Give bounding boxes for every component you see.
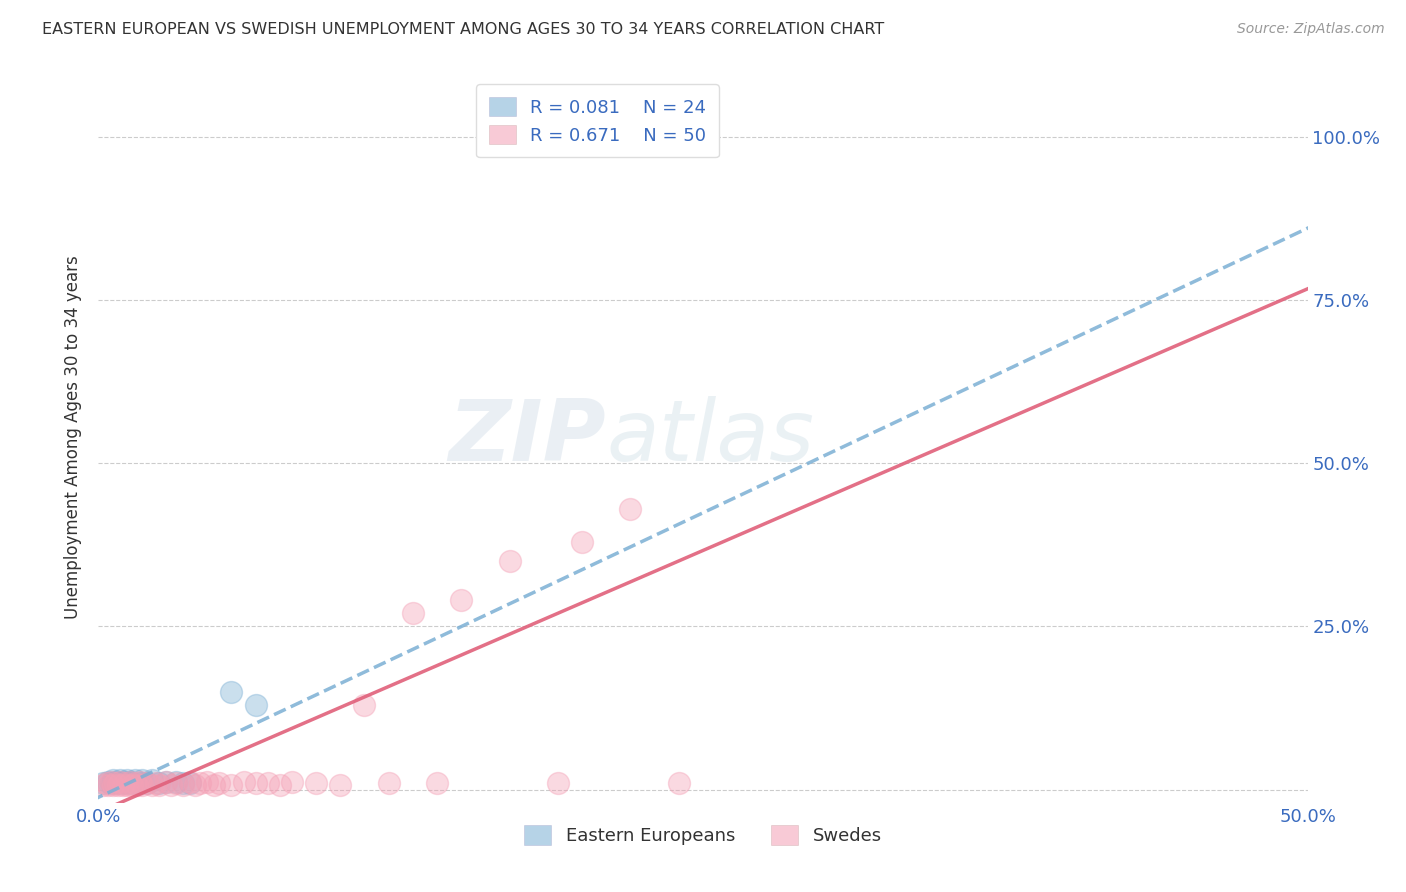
Point <box>145 776 167 790</box>
Point <box>111 778 134 792</box>
Point <box>94 776 117 790</box>
Point <box>165 775 187 789</box>
Point <box>245 698 267 712</box>
Point <box>547 129 569 144</box>
Point <box>131 778 153 792</box>
Point <box>148 778 170 792</box>
Point <box>128 776 150 790</box>
Point <box>135 776 157 790</box>
Y-axis label: Unemployment Among Ages 30 to 34 years: Unemployment Among Ages 30 to 34 years <box>65 255 83 619</box>
Point <box>619 502 641 516</box>
Point <box>571 534 593 549</box>
Point <box>100 776 122 790</box>
Point <box>127 778 149 792</box>
Point <box>269 778 291 792</box>
Point <box>104 776 127 790</box>
Point <box>97 775 120 789</box>
Point <box>450 593 472 607</box>
Point <box>155 775 177 789</box>
Point <box>165 776 187 790</box>
Point <box>135 776 157 790</box>
Point <box>97 778 120 792</box>
Point <box>377 776 399 790</box>
Point <box>155 775 177 789</box>
Point <box>305 776 328 790</box>
Point <box>104 775 127 789</box>
Point <box>245 776 267 790</box>
Point <box>131 772 153 787</box>
Point <box>188 776 211 790</box>
Point <box>179 776 201 790</box>
Point <box>114 776 136 790</box>
Point <box>107 776 129 790</box>
Point <box>172 778 194 792</box>
Point <box>121 776 143 790</box>
Point <box>117 772 139 787</box>
Point <box>111 775 134 789</box>
Point <box>160 778 183 792</box>
Point <box>117 778 139 792</box>
Text: Source: ZipAtlas.com: Source: ZipAtlas.com <box>1237 22 1385 37</box>
Point <box>221 778 243 792</box>
Text: atlas: atlas <box>606 395 814 479</box>
Point <box>107 778 129 792</box>
Point <box>402 607 425 621</box>
Point <box>232 775 254 789</box>
Point <box>108 775 131 789</box>
Point <box>281 775 304 789</box>
Point <box>100 775 122 789</box>
Point <box>141 772 163 787</box>
Point <box>547 776 569 790</box>
Point <box>121 778 143 792</box>
Point <box>141 778 163 792</box>
Point <box>668 776 690 790</box>
Point <box>101 772 124 787</box>
Point <box>91 776 114 790</box>
Point <box>498 554 520 568</box>
Point <box>208 776 231 790</box>
Point <box>91 778 114 792</box>
Text: ZIP: ZIP <box>449 395 606 479</box>
Point <box>128 775 150 789</box>
Point <box>124 776 146 790</box>
Point <box>329 778 352 792</box>
Point <box>221 685 243 699</box>
Point <box>108 772 131 787</box>
Point <box>118 775 141 789</box>
Point <box>195 775 218 789</box>
Point <box>118 775 141 789</box>
Point <box>256 776 278 790</box>
Point <box>124 772 146 787</box>
Point <box>101 778 124 792</box>
Point <box>426 776 449 790</box>
Legend: Eastern Europeans, Swedes: Eastern Europeans, Swedes <box>513 814 893 856</box>
Point <box>179 775 201 789</box>
Point <box>184 778 207 792</box>
Text: EASTERN EUROPEAN VS SWEDISH UNEMPLOYMENT AMONG AGES 30 TO 34 YEARS CORRELATION C: EASTERN EUROPEAN VS SWEDISH UNEMPLOYMENT… <box>42 22 884 37</box>
Point <box>172 776 194 790</box>
Point <box>114 776 136 790</box>
Point <box>353 698 375 712</box>
Point <box>148 776 170 790</box>
Point <box>204 778 226 792</box>
